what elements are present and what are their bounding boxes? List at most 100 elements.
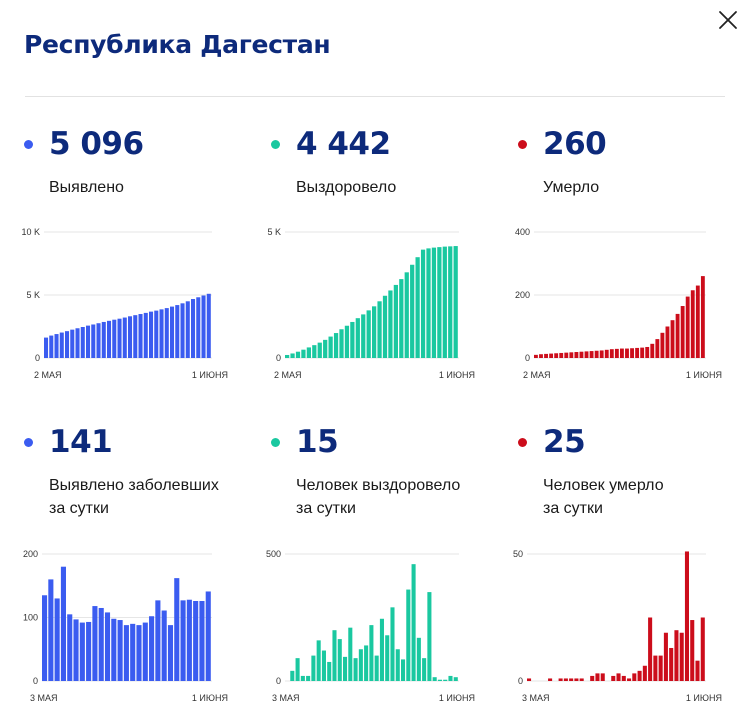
y-tick-label: 0 <box>518 676 523 686</box>
bar <box>86 325 91 358</box>
bar <box>379 618 384 681</box>
stat-label-line: Выздоровело <box>296 179 397 196</box>
bar <box>559 352 564 358</box>
bar <box>548 678 553 681</box>
bar <box>453 246 458 358</box>
y-tick-label: 100 <box>23 613 38 623</box>
y-tick-label: 5 K <box>26 290 40 300</box>
bar <box>328 336 333 358</box>
bar <box>595 673 600 681</box>
close-icon[interactable] <box>717 9 739 31</box>
bar <box>669 647 674 681</box>
bar <box>437 247 442 358</box>
bar <box>385 635 390 681</box>
bar <box>395 649 400 681</box>
bar <box>599 350 604 358</box>
bar <box>700 617 705 681</box>
bar <box>333 333 339 358</box>
bar <box>306 675 311 681</box>
bar <box>648 617 653 681</box>
bar <box>130 623 136 681</box>
bar <box>191 299 196 358</box>
y-tick-label: 50 <box>513 549 523 559</box>
bar <box>660 332 665 358</box>
bar <box>107 320 112 358</box>
bar <box>285 354 290 358</box>
y-tick-label: 400 <box>515 227 530 237</box>
bar <box>327 661 332 681</box>
bar <box>448 675 453 681</box>
bar <box>684 551 689 681</box>
bar <box>640 347 645 358</box>
bar <box>98 607 104 681</box>
bar <box>448 246 453 358</box>
bar <box>358 649 363 681</box>
bar <box>142 622 148 681</box>
bar <box>301 349 306 358</box>
x-tick-label: 1 ИЮНЯ <box>686 693 722 703</box>
stat-label: Человек умерло за сутки <box>543 474 664 520</box>
bar <box>663 632 668 681</box>
bar <box>604 349 609 358</box>
bar <box>427 592 432 681</box>
bar <box>650 343 655 358</box>
bar <box>415 257 420 358</box>
bar <box>111 618 117 681</box>
bar <box>86 621 92 681</box>
bar <box>60 566 66 681</box>
bar <box>290 353 295 358</box>
bar <box>350 321 355 358</box>
bar <box>372 306 377 358</box>
stat-label-line: за сутки <box>49 500 109 517</box>
bar <box>122 317 127 358</box>
y-tick-label: 5 K <box>267 227 281 237</box>
bar <box>569 352 574 358</box>
bar <box>695 285 700 358</box>
bar <box>167 625 174 681</box>
bar <box>317 342 322 358</box>
bar <box>653 655 658 681</box>
header-divider <box>25 96 725 97</box>
bar <box>442 246 447 358</box>
y-tick-label: 200 <box>23 549 38 559</box>
stat-label-line: Человек выздоровело <box>296 477 461 494</box>
bar <box>300 675 305 681</box>
x-tick-label: 1 ИЮНЯ <box>686 370 722 380</box>
bar <box>343 656 348 681</box>
bar <box>290 670 295 681</box>
bar <box>311 655 316 681</box>
status-dot <box>24 438 33 447</box>
y-tick-label: 0 <box>276 353 281 363</box>
bar <box>621 675 626 681</box>
bar <box>453 677 458 681</box>
x-tick-label: 3 МАЯ <box>30 693 58 703</box>
bar <box>632 673 637 681</box>
bar <box>630 348 634 358</box>
bar <box>563 678 568 681</box>
bar <box>443 679 448 681</box>
x-tick-label: 3 МАЯ <box>522 693 550 703</box>
status-dot <box>518 140 527 149</box>
y-tick-label: 200 <box>515 290 530 300</box>
stat-label: Выздоровело <box>296 176 396 199</box>
bar <box>589 351 594 358</box>
status-dot <box>271 438 280 447</box>
bar <box>655 339 660 358</box>
bar <box>539 354 543 358</box>
bar <box>401 659 406 681</box>
bar <box>431 247 437 358</box>
x-tick-label: 1 ИЮНЯ <box>439 370 475 380</box>
bar <box>406 589 411 681</box>
x-tick-label: 2 МАЯ <box>523 370 551 380</box>
bar <box>112 319 117 358</box>
bar <box>295 658 300 681</box>
bar <box>614 348 619 358</box>
stat-label: Умерло <box>543 176 599 199</box>
bar <box>180 600 186 681</box>
bar <box>59 332 64 358</box>
bar <box>674 630 679 681</box>
